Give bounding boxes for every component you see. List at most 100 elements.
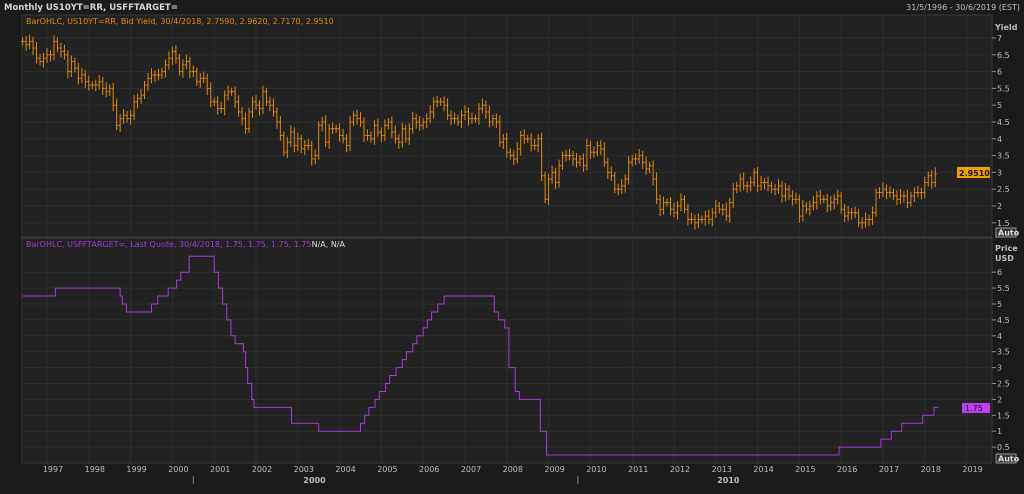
ohlc-bar: [878, 187, 882, 199]
y-tick-label: 2.5: [997, 380, 1010, 389]
ohlc-bar: [150, 68, 153, 84]
ohlc-bar: [146, 72, 150, 92]
ohlc-bar: [97, 74, 101, 90]
ohlc-bar: [369, 131, 373, 143]
y-tick-label: 3.5: [997, 152, 1010, 161]
ohlc-bar: [526, 134, 530, 143]
x-tick-label: 2002: [252, 465, 272, 474]
ohlc-bar: [651, 160, 655, 186]
ohlc-bar: [543, 171, 547, 204]
ohlc-bar: [313, 149, 317, 165]
fed-last-badge: [962, 403, 990, 413]
ohlc-bar: [205, 73, 209, 96]
ohlc-bar: [484, 100, 488, 119]
ohlc-bar: [383, 119, 387, 141]
ohlc-bar: [418, 115, 422, 131]
ohlc-bar: [731, 183, 735, 209]
ohlc-bar: [446, 98, 450, 120]
fed-auto-button[interactable]: Auto: [995, 453, 1020, 464]
ohlc-bar: [428, 105, 432, 124]
y-tick-label: 3.5: [997, 348, 1010, 357]
ohlc-bar: [839, 191, 843, 214]
ohlc-bar: [672, 202, 676, 218]
ohlc-bar: [310, 140, 314, 166]
ohlc-bar: [209, 82, 213, 108]
ohlc-bar: [766, 176, 770, 192]
x-tick-label: 2001: [210, 465, 230, 474]
ohlc-bar: [797, 194, 801, 223]
ohlc-bar: [153, 70, 157, 82]
ohlc-bar: [564, 150, 568, 162]
y-tick-label: 4: [997, 332, 1002, 341]
ohlc-bar: [90, 81, 94, 90]
ohlc-bar: [35, 42, 39, 64]
ohlc-bar: [634, 153, 638, 166]
ohlc-bar: [21, 37, 25, 46]
yield-auto-label[interactable]: Auto: [998, 229, 1020, 238]
ohlc-bar: [184, 54, 188, 70]
ohlc-bar: [101, 76, 105, 96]
ohlc-bar: [588, 140, 592, 159]
ohlc-bar: [324, 115, 328, 147]
ohlc-bar: [745, 181, 749, 193]
fed-legend-suffix: N/A, N/A: [312, 240, 346, 249]
ohlc-bar: [916, 185, 920, 198]
ohlc-bar: [421, 117, 425, 130]
ohlc-bar: [59, 42, 63, 58]
ohlc-bar: [735, 181, 739, 194]
x-tick-label: 1999: [126, 465, 146, 474]
ohlc-bar: [554, 167, 558, 190]
ohlc-bar: [66, 50, 70, 79]
ohlc-bar: [45, 48, 49, 63]
ohlc-bar: [136, 93, 140, 109]
ohlc-bar: [108, 84, 112, 96]
x-tick-label: 1997: [43, 465, 63, 474]
ohlc-bar: [362, 117, 366, 143]
ohlc-bar: [888, 186, 892, 198]
ohlc-bar: [115, 98, 119, 131]
ohlc-bar: [533, 138, 537, 151]
ohlc-bar: [118, 113, 122, 133]
ohlc-bar: [317, 121, 321, 160]
ohlc-bar: [905, 189, 909, 209]
ohlc-bar: [31, 36, 35, 55]
ohlc-bar: [592, 146, 596, 158]
ohlc-bar: [606, 157, 610, 180]
ohlc-bar: [296, 132, 300, 151]
ohlc-bar: [602, 142, 606, 168]
ohlc-bar: [756, 167, 760, 192]
ohlc-bar: [853, 206, 857, 219]
ohlc-bar: [850, 208, 854, 220]
ohlc-bar: [811, 195, 815, 211]
ohlc-bar: [759, 175, 763, 191]
ohlc-bar: [623, 174, 627, 193]
ohlc-bar: [198, 72, 202, 88]
ohlc-bar: [407, 123, 411, 145]
price-axis-label: Price: [995, 244, 1018, 253]
yield-auto-button[interactable]: Auto: [995, 227, 1020, 238]
x-tick-label: 2003: [294, 465, 314, 474]
ohlc-bar: [505, 132, 509, 158]
decade-label: 2010: [717, 476, 740, 485]
y-tick-label: 5: [997, 300, 1002, 309]
ohlc-bar: [125, 111, 129, 123]
ohlc-bar: [540, 132, 544, 182]
ohlc-bar: [216, 96, 220, 115]
ohlc-bar: [62, 44, 66, 60]
ohlc-bar: [728, 197, 732, 223]
ohlc-bar: [477, 103, 481, 125]
fed-auto-label[interactable]: Auto: [998, 455, 1020, 464]
y-tick-label: 0.5: [997, 443, 1010, 452]
y-tick-label: 4.5: [997, 118, 1010, 127]
ohlc-bar: [338, 123, 342, 142]
ohlc-bar: [463, 105, 467, 120]
x-tick-label: 2017: [879, 465, 899, 474]
ohlc-bar: [550, 165, 554, 184]
ohlc-bar: [365, 129, 369, 141]
x-tick-label: 2014: [753, 465, 773, 474]
ohlc-bar: [801, 199, 805, 222]
x-tick-label: 2000: [168, 465, 188, 474]
ohlc-bar: [257, 100, 261, 116]
x-tick-label: 2006: [419, 465, 439, 474]
ohlc-bar: [223, 90, 227, 116]
